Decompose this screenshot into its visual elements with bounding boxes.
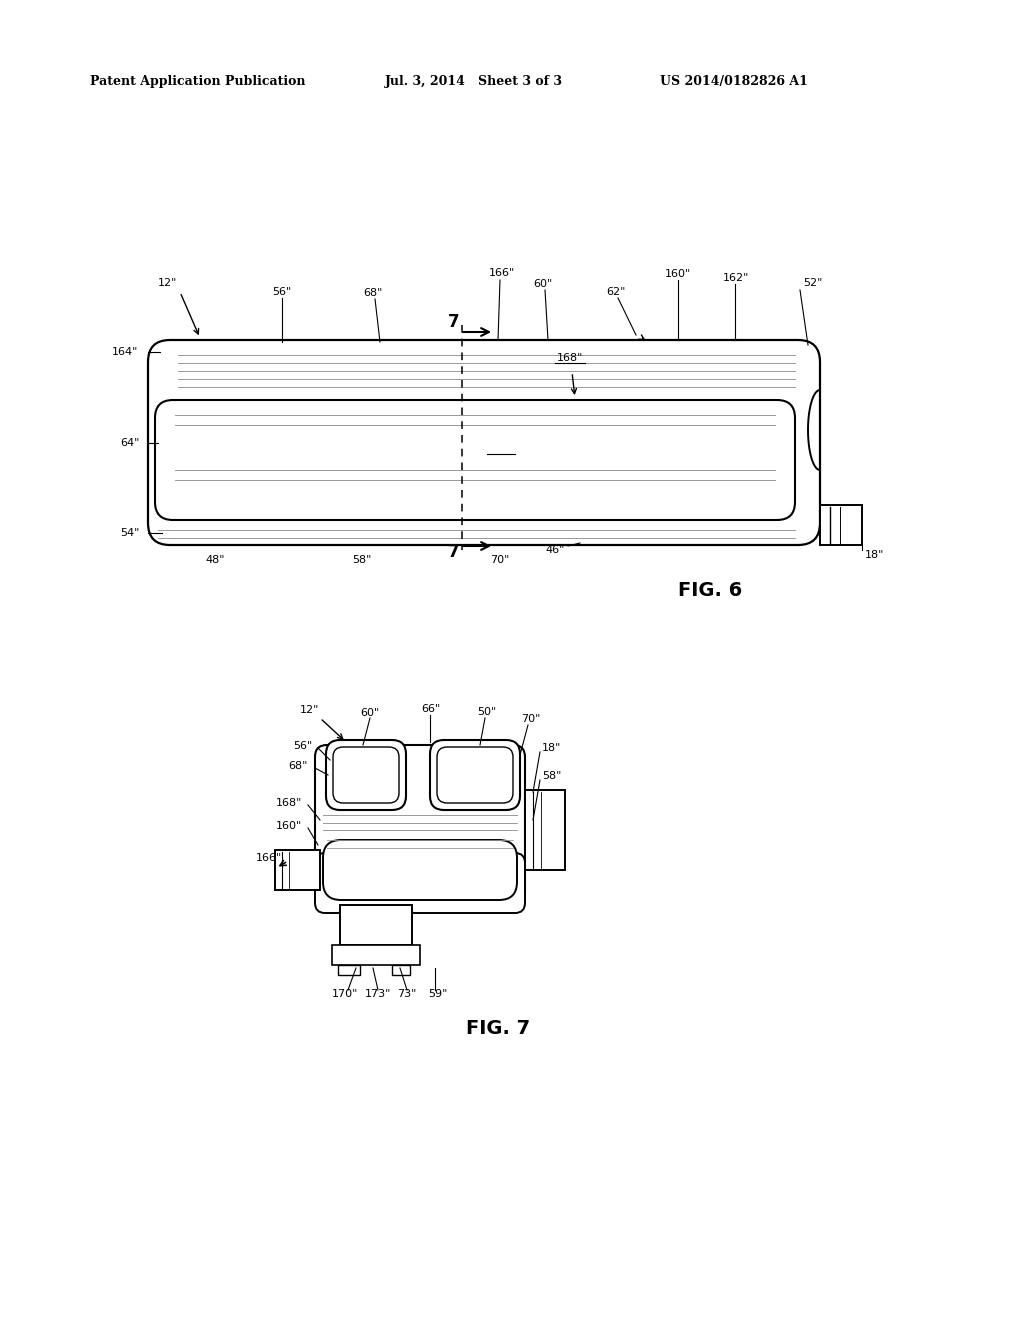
FancyBboxPatch shape [326,741,406,810]
Bar [525,789,565,870]
Text: 160": 160" [665,269,691,279]
Text: 73": 73" [397,989,417,999]
Text: US 2014/0182826 A1: US 2014/0182826 A1 [660,75,808,88]
Bar [820,506,862,545]
Text: 162": 162" [723,273,750,282]
Text: 164": 164" [112,347,138,356]
Text: 52": 52" [803,279,822,288]
Text: 12": 12" [300,705,319,715]
Text: 54": 54" [121,528,140,539]
FancyBboxPatch shape [315,853,525,913]
Text: 66": 66" [490,444,510,454]
FancyBboxPatch shape [155,400,795,520]
Text: 70": 70" [490,554,510,565]
Text: 166": 166" [256,853,282,863]
Bar [332,945,420,965]
Text: 50": 50" [477,708,497,717]
Text: Patent Application Publication: Patent Application Publication [90,75,305,88]
Text: 168": 168" [557,352,584,363]
Text: 68": 68" [289,762,308,771]
Text: 68": 68" [364,288,383,298]
Text: 166": 166" [488,268,515,279]
FancyBboxPatch shape [148,341,820,545]
Text: FIG. 7: FIG. 7 [466,1019,530,1038]
Text: 62": 62" [606,286,626,297]
Text: 48": 48" [205,554,224,565]
Text: 7: 7 [449,313,460,331]
Bar [275,850,319,890]
Text: 168": 168" [275,799,302,808]
FancyBboxPatch shape [333,747,399,803]
Text: 58": 58" [542,771,561,781]
Text: 66": 66" [421,704,440,714]
Text: 46": 46" [546,545,565,554]
Bar [392,965,410,975]
Text: 173": 173" [365,989,391,999]
Text: 170": 170" [332,989,358,999]
FancyBboxPatch shape [323,840,517,900]
Text: 59": 59" [428,989,447,999]
Text: 60": 60" [534,279,553,289]
Text: 7: 7 [449,543,460,561]
Text: 18": 18" [865,550,885,560]
Text: Jul. 3, 2014   Sheet 3 of 3: Jul. 3, 2014 Sheet 3 of 3 [385,75,563,88]
Text: 56": 56" [293,741,312,751]
Text: 160": 160" [275,821,302,832]
FancyBboxPatch shape [430,741,520,810]
Text: 60": 60" [360,708,380,718]
FancyBboxPatch shape [437,747,513,803]
Text: 64": 64" [121,438,140,447]
Text: 70": 70" [521,714,541,723]
Text: 58": 58" [352,554,372,565]
FancyBboxPatch shape [315,744,525,906]
Bar [338,965,360,975]
Text: 18": 18" [542,743,561,752]
Text: 50": 50" [635,438,654,447]
Text: 56": 56" [272,286,292,297]
Bar [340,906,412,945]
Text: FIG. 6: FIG. 6 [678,581,742,599]
Text: 12": 12" [159,279,178,288]
